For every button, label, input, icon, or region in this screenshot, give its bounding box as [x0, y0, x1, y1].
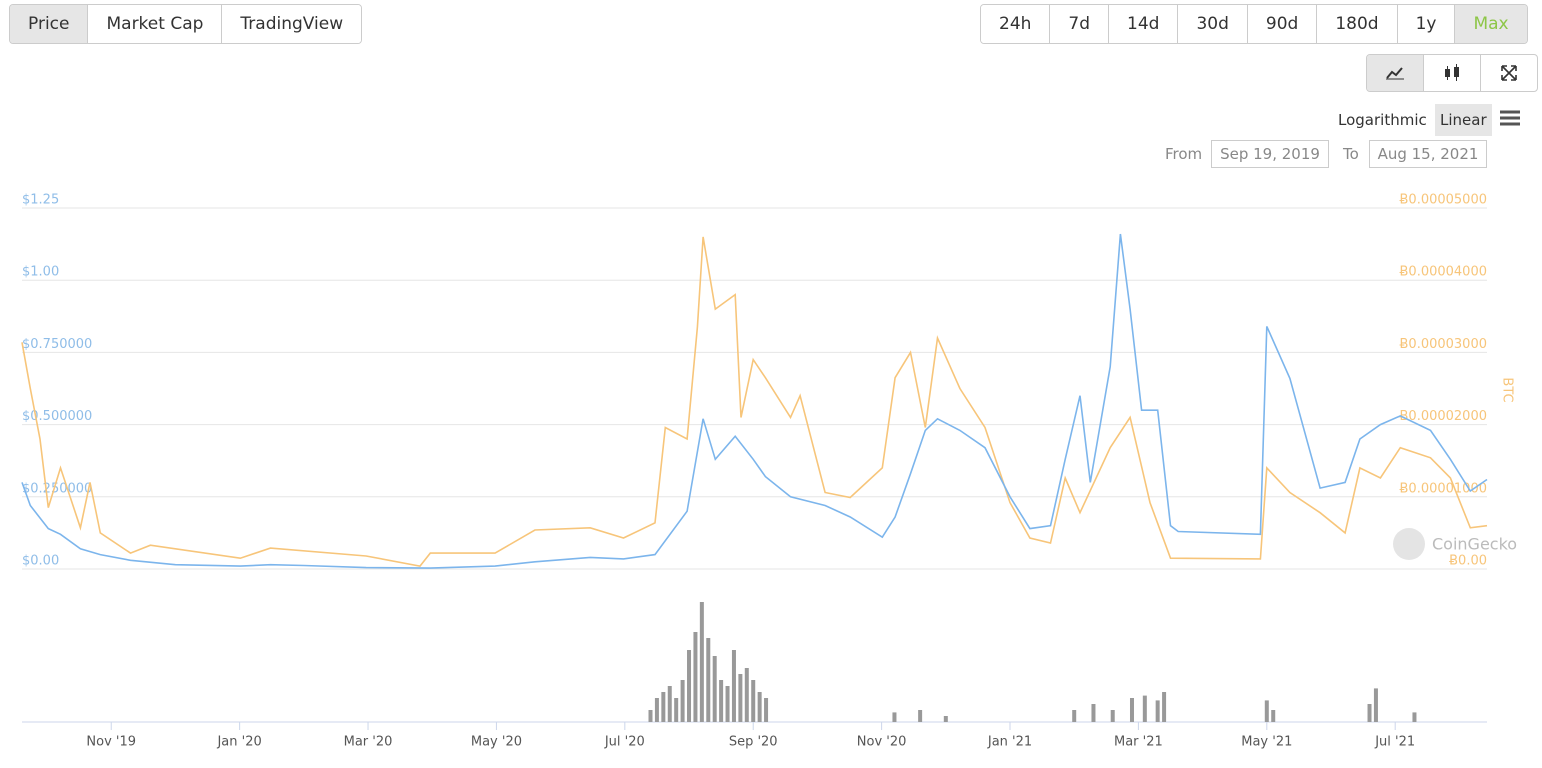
y2-tick-label: Ƀ0.00: [1449, 554, 1487, 569]
volume-bar: [943, 716, 948, 722]
y2-tick-label: Ƀ0.00005000: [1400, 193, 1488, 208]
x-tick-label: Nov '19: [86, 735, 136, 750]
range-button[interactable]: 180d: [1317, 5, 1398, 43]
y2-tick-label: Ƀ0.00003000: [1400, 337, 1488, 352]
price-line: [21, 236, 1488, 567]
y-tick-label: $1.25: [22, 193, 59, 208]
volume-bar: [892, 712, 897, 722]
scale-option[interactable]: Logarithmic: [1338, 111, 1427, 129]
volume-bar: [1155, 700, 1160, 722]
x-tick-label: Jan '21: [987, 735, 1032, 750]
volume-bar: [1271, 710, 1276, 722]
x-tick-label: Jan '20: [216, 735, 261, 750]
y2-tick-label: Ƀ0.00002000: [1400, 409, 1488, 424]
volume-bar: [1129, 698, 1134, 722]
volume-bar: [1367, 704, 1372, 722]
y-tick-label: $0.00: [22, 554, 59, 569]
volume-bar: [725, 686, 730, 722]
y-tick-label: $0.250000: [22, 481, 92, 496]
y2-tick-label: Ƀ0.00001000: [1400, 481, 1488, 496]
from-input[interactable]: Sep 19, 2019: [1211, 140, 1329, 168]
volume-bar: [738, 674, 743, 722]
volume-bar: [687, 650, 692, 722]
range-button[interactable]: 24h: [981, 5, 1051, 43]
x-tick-label: Jul '21: [1374, 735, 1415, 750]
tab[interactable]: Market Cap: [88, 5, 223, 43]
to-label: To: [1343, 145, 1359, 163]
range-button[interactable]: 1y: [1397, 5, 1456, 43]
x-tick-label: Nov '20: [857, 735, 907, 750]
volume-bar: [674, 698, 679, 722]
view-group: [1366, 54, 1538, 92]
y2-tick-label: Ƀ0.00004000: [1400, 265, 1488, 280]
volume-bar: [693, 632, 698, 722]
range-button[interactable]: 90d: [1247, 5, 1318, 43]
tab-group: Price Market Cap TradingView: [9, 4, 363, 44]
y-tick-label: $0.750000: [22, 337, 92, 352]
candle-view-icon[interactable]: [1424, 55, 1481, 91]
menu-icon[interactable]: [1499, 110, 1521, 128]
volume-bar: [731, 650, 736, 722]
volume-bar: [1142, 695, 1147, 722]
x-tick-label: Mar '20: [344, 735, 393, 750]
range-group: 24h 7d 14d 30d 90d 180d 1y Max: [980, 4, 1528, 44]
volume-bar: [654, 698, 659, 722]
volume-bar: [1412, 712, 1417, 722]
range-button[interactable]: 14d: [1109, 5, 1179, 43]
fullscreen-icon[interactable]: [1481, 55, 1537, 91]
volume-bar: [744, 668, 749, 722]
to-input[interactable]: Aug 15, 2021: [1369, 140, 1487, 168]
x-tick-label: May '20: [471, 735, 522, 750]
line-view-icon[interactable]: [1367, 55, 1424, 91]
tab[interactable]: Price: [10, 5, 89, 43]
volume-bar: [1373, 688, 1378, 722]
volume-bar: [1110, 710, 1115, 722]
y2-axis-label: BTC: [1500, 377, 1515, 402]
volume-bar: [661, 692, 666, 722]
volume-bar: [1072, 710, 1077, 722]
x-tick-label: Jul '20: [604, 735, 645, 750]
tab[interactable]: TradingView: [222, 5, 362, 43]
volume-bar: [1091, 704, 1096, 722]
volume-bar: [757, 692, 762, 722]
range-button[interactable]: 30d: [1178, 5, 1248, 43]
x-tick-label: May '21: [1241, 735, 1292, 750]
from-label: From: [1165, 145, 1203, 163]
volume-bar: [764, 698, 769, 722]
range-button[interactable]: 7d: [1050, 5, 1110, 43]
y-tick-label: $0.500000: [22, 409, 92, 424]
range-button[interactable]: Max: [1455, 5, 1527, 43]
volume-bar: [706, 638, 711, 722]
volume-bar: [648, 710, 653, 722]
volume-bar: [1162, 692, 1167, 722]
volume-bar: [918, 710, 923, 722]
scale-option[interactable]: Linear: [1435, 104, 1492, 136]
volume-bar: [751, 680, 756, 722]
volume-bar: [719, 680, 724, 722]
x-tick-label: Mar '21: [1114, 735, 1163, 750]
watermark-logo: [1393, 528, 1425, 560]
volume-bar: [667, 686, 672, 722]
volume-bar: [680, 680, 685, 722]
watermark: CoinGecko: [1432, 535, 1517, 554]
volume-bar: [712, 656, 717, 722]
volume-bar: [699, 602, 704, 722]
x-tick-label: Sep '20: [729, 735, 778, 750]
volume-bar: [1264, 700, 1269, 722]
y-tick-label: $1.00: [22, 265, 59, 280]
price-line: [21, 233, 1488, 569]
